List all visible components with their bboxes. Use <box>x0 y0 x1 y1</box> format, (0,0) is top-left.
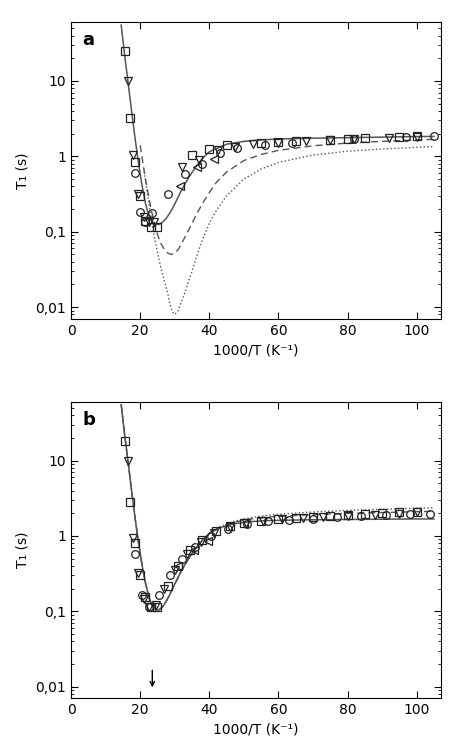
X-axis label: 1000/T (K⁻¹): 1000/T (K⁻¹) <box>213 723 299 737</box>
X-axis label: 1000/T (K⁻¹): 1000/T (K⁻¹) <box>213 343 299 357</box>
Text: a: a <box>82 31 94 49</box>
Y-axis label: T₁ (s): T₁ (s) <box>16 532 30 568</box>
Y-axis label: T₁ (s): T₁ (s) <box>16 152 30 189</box>
Text: b: b <box>82 411 95 429</box>
